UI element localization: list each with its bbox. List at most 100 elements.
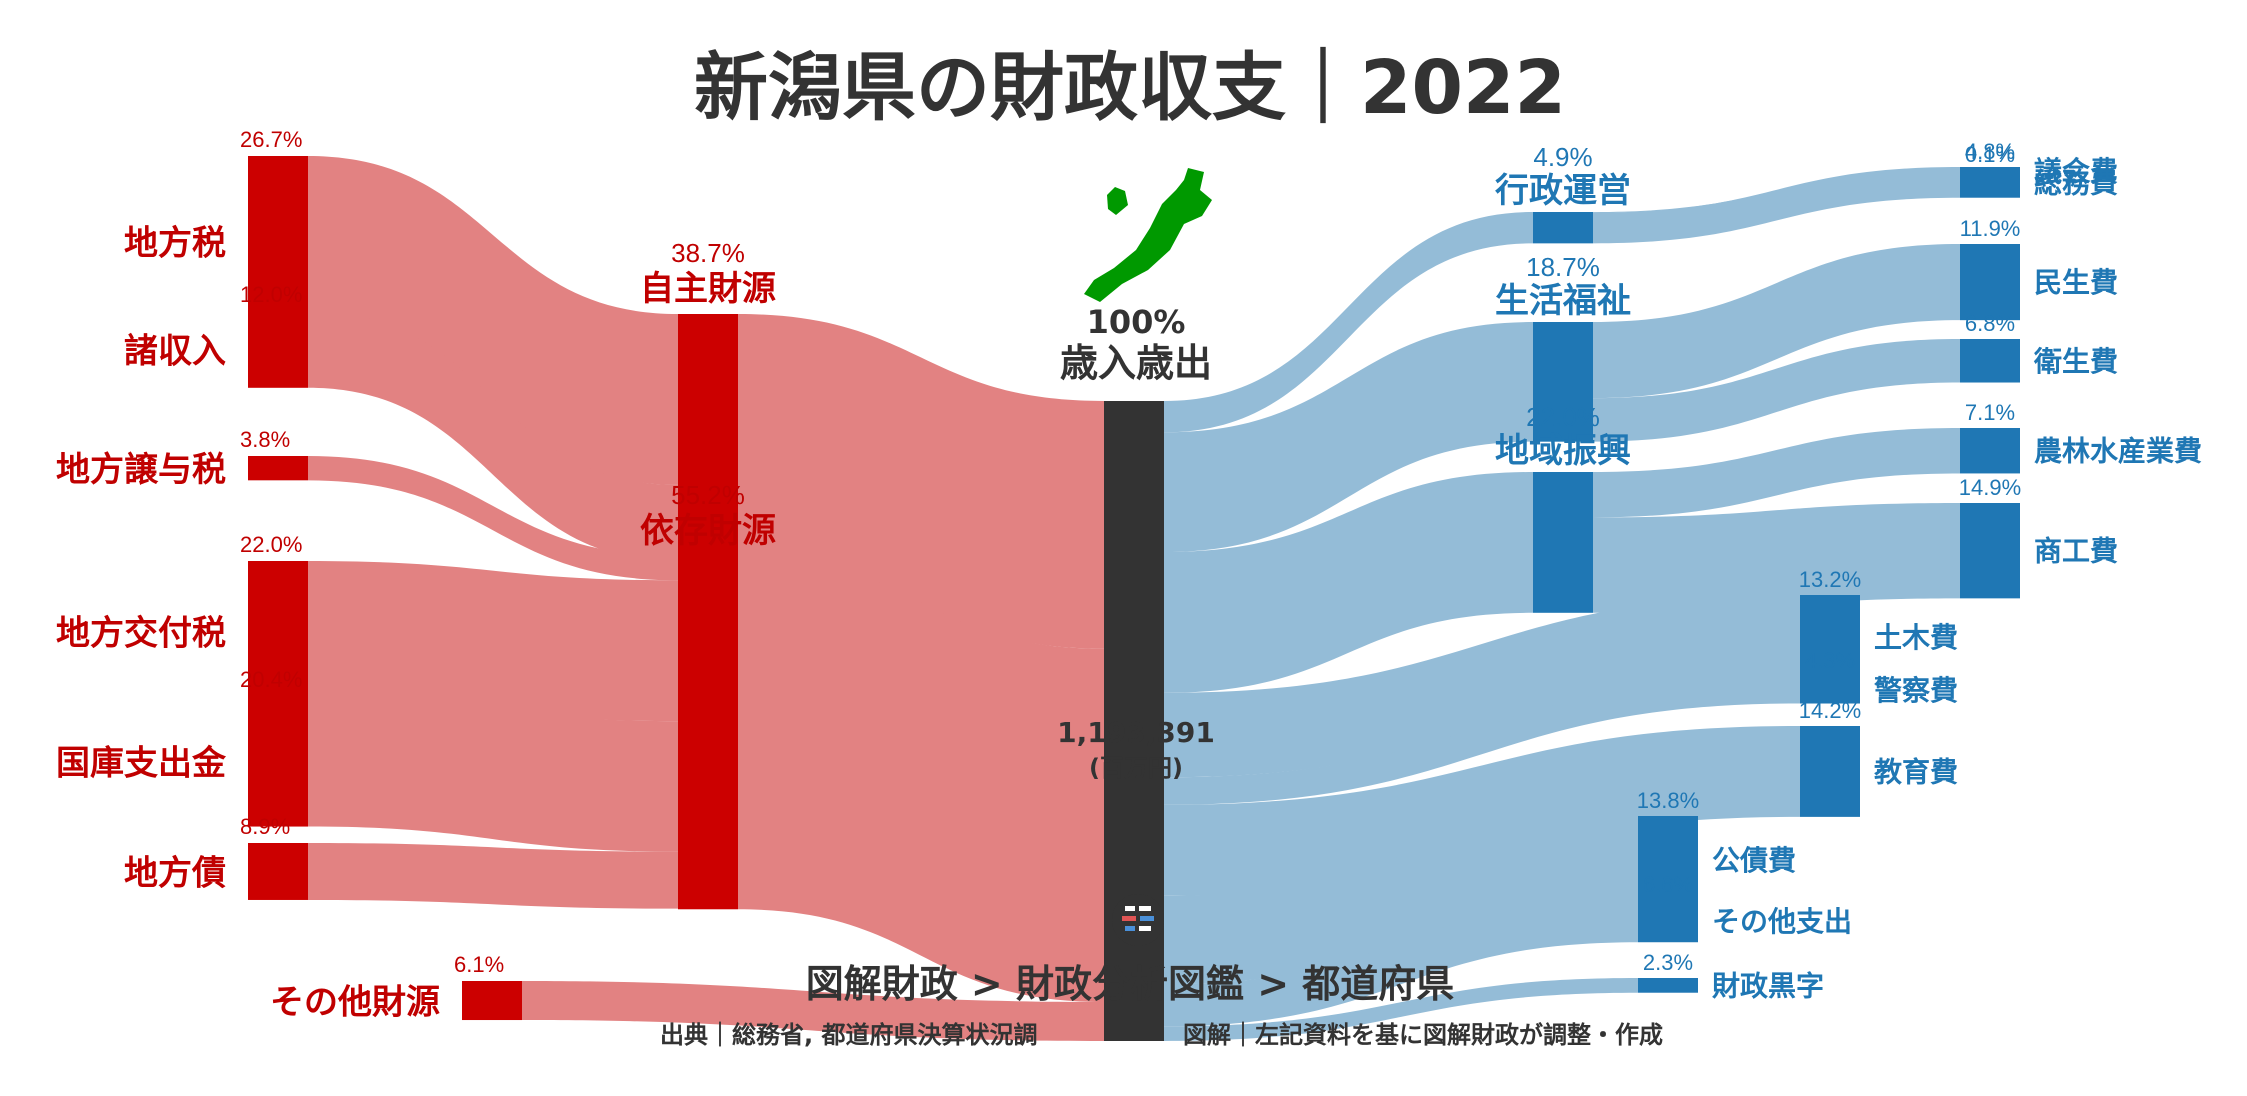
source-percent-e8abb8e58f8ee585a5: 12.0% [240,282,302,307]
exp-label-e585ace582b5e8b2bb: 公債費 [1712,844,1796,877]
flow-e69599e882b2e8b2bb [1164,726,1800,896]
niigata-map-icon [1084,168,1212,302]
exp-percent-e8ada6e5af9fe8b2bb: 4.3% [1805,648,1855,673]
flow-e59cb0e696b9e8adb2e4b88e [308,456,678,581]
exp-group-node-e8a18ce694bfe9818be596b6 [1533,212,1593,244]
exp-group-percent-e59cb0e59f9fe68cafe88888: 22.0% [1526,402,1600,432]
source-node-e59cb0e696b9e582b5 [248,843,308,900]
exp-percent-e8b2a1e694bfe9bb92e5ad97: 2.3% [1643,950,1693,975]
exp-group-label-e8a18ce694bfe9818be596b6: 行政運営 [1495,171,1631,211]
exp-node-e8ada6e5af9fe8b2bb [1800,676,1860,704]
source-node-e59cb0e696b9e8adb2e4b88e [248,456,308,481]
footer-source: 出典｜総務省, 都道府県決算状況調 [660,1021,1037,1049]
flow-group-e7949fe6b4bbe7a68fe7a589 [1164,322,1533,553]
source-percent-e59cb0e696b9e4baa4e4bb98: 22.0% [240,532,302,557]
flow-e59586e5b7a5e8b2bb [1593,503,1960,613]
flow-e8beb2e69e97e6b0b4e794a3 [1593,428,1960,518]
flow-e59c9fe69ca8e8b2bb [1164,595,1800,778]
total-value: 1,193,391 [1057,716,1215,749]
exp-label-e7b78fe58b99e8b2bb: 総務費 [2034,166,2118,199]
exp-label-e59c9fe69ca8e8b2bb: 土木費 [1874,621,1958,654]
flows-layer [308,156,1960,1041]
flow-group-e8a18ce694bfe9818be596b6 [1164,212,1533,433]
source-node-e59cb0e696b9e7a88e [248,156,308,327]
exp-group-node-e59cb0e59f9fe68cafe88888 [1533,472,1593,613]
exp-label-e69599e882b2e8b2bb: 教育費 [1874,755,1958,788]
footer-breadcrumb: 図解財政 > 財政分析図鑑 > 都道府県 [806,962,1455,1006]
source-percent-e59cb0e696b9e582b5: 8.9% [240,814,290,839]
exp-node-e59586e5b7a5e8b2bb [1960,503,2020,599]
exp-label-e8ada6e5af9fe8b2bb: 警察費 [1874,674,1958,707]
exp-node-e59c9fe69ca8e8b2bb [1800,595,1860,680]
source-label-e59cb0e696b9e4baa4e4bb98: 地方交付税 [56,613,226,653]
group-percent-e4be9de5ad98e8b2a1e6ba90: 55.2% [671,480,745,510]
exp-percent-e3819de381aee4bb96e694af: 6.6% [1643,872,1693,897]
exp-group-percent-e8a18ce694bfe9818be596b6: 4.9% [1533,142,1592,172]
footer-credit: 図解｜左記資料を基に図解財政が調整・作成 [1183,1021,1663,1049]
exp-percent-e59c9fe69ca8e8b2bb: 13.2% [1799,567,1861,592]
exp-node-e585ace582b5e8b2bb [1638,816,1698,905]
source-percent-e59cb0e696b9e7a88e: 26.7% [240,127,302,152]
center-percent: 100% [1087,303,1186,341]
source-percent-e3819de381aee4bb96e8b2a1: 6.1% [454,952,504,977]
group-node-e4be9de5ad98e8b2a1e6ba90 [678,556,738,910]
exp-percent-e8adb0e4bc9ae8b2bb: 0.1% [1965,142,2015,167]
source-node-e59cb0e696b9e4baa4e4bb98 [248,561,308,702]
exp-percent-e8beb2e69e97e6b0b4e794a3: 7.1% [1965,400,2015,425]
exp-label-e8a19be7949fe8b2bb: 衛生費 [2033,345,2118,378]
exp-node-e7b78fe58b99e8b2bb [1960,167,2020,198]
group-node-e887aae4b8bbe8b2a1e6ba90 [678,314,738,562]
flow-e7b78fe58b99e8b2bb [1593,167,1960,244]
source-percent-e59bbde5baabe694afe587ba: 20.4% [240,667,302,692]
source-label-e59bbde5baabe694afe587ba: 国庫支出金 [56,743,227,783]
source-label-e59cb0e696b9e582b5: 地方債 [124,853,226,893]
exp-group-percent-e7949fe6b4bbe7a68fe7a589: 18.7% [1526,252,1600,282]
flow-e8a19be7949fe8b2bb [1593,339,1960,442]
exp-percent-e7b78fe58b99e8b2bb: 4.8% [1965,139,2015,164]
flow-e585ace582b5e8b2bb [1164,816,1638,985]
group-label-e887aae4b8bbe8b2a1e6ba90: 自主財源 [640,269,776,309]
center-label: 歳入歳出 [1060,341,1212,385]
exp-percent-e69599e882b2e8b2bb: 14.2% [1799,698,1861,723]
flow-e59bbde5baabe694afe587ba [308,696,678,852]
zukai-zaisei-logo-icon [1112,894,1164,946]
exp-label-e6b091e7949fe8b2bb: 民生費 [2034,266,2118,299]
source-label-e8abb8e58f8ee585a5: 諸収入 [124,331,226,371]
exp-node-e8b2a1e694bfe9bb92e5ad97 [1638,978,1698,993]
exp-percent-e8a19be7949fe8b2bb: 6.8% [1965,311,2015,336]
flow-group-e59cb0e59f9fe68cafe88888 [1164,472,1533,693]
exp-node-e8a19be7949fe8b2bb [1960,339,2020,383]
chart-title: 新潟県の財政収支｜2022 [694,45,1566,131]
exp-group-label-e59cb0e59f9fe68cafe88888: 地域振興 [1495,431,1631,471]
exp-percent-e585ace582b5e8b2bb: 13.8% [1637,788,1699,813]
flow-e59cb0e696b9e7a88e [308,156,678,485]
exp-node-e3819de381aee4bb96e694af [1638,900,1698,943]
flow-e59cb0e696b9e4baa4e4bb98 [308,561,678,722]
group-label-e4be9de5ad98e8b2a1e6ba90: 依存財源 [640,511,776,551]
exp-group-node-e7949fe6b4bbe7a68fe7a589 [1533,322,1593,442]
flow-e8b2a1e694bfe9bb92e5ad97 [1164,978,1638,1041]
flow-group-e887aae4b8bbe8b2a1e6ba90 [738,314,1104,649]
flow-e59cb0e696b9e582b5 [308,843,678,909]
exp-node-e6b091e7949fe8b2bb [1960,244,2020,321]
exp-label-e3819de381aee4bb96e694af: その他支出 [1712,905,1852,938]
exp-label-e8b2a1e694bfe9bb92e5ad97: 財政黒字 [1712,969,1824,1002]
source-label-e59cb0e696b9e7a88e: 地方税 [124,223,226,263]
flow-e3819de381aee4bb96e8b2a1 [522,981,1104,1041]
group-percent-e887aae4b8bbe8b2a1e6ba90: 38.7% [671,238,745,268]
exp-group-label-e7949fe6b4bbe7a68fe7a589: 生活福祉 [1495,281,1631,321]
flow-e8abb8e58f8ee585a5 [308,311,678,562]
exp-node-e8beb2e69e97e6b0b4e794a3 [1960,428,2020,474]
flow-e3819de381aee4bb96e694af [1164,900,1638,1027]
source-node-e59bbde5baabe694afe587ba [248,696,308,827]
flow-e6b091e7949fe8b2bb [1593,244,1960,399]
source-label-e59cb0e696b9e8adb2e4b88e: 地方譲与税 [56,450,226,490]
total-unit: (百万円) [1089,754,1183,782]
flow-group-e4be9de5ad98e8b2a1e6ba90 [738,556,1104,1002]
source-percent-e59cb0e696b9e8adb2e4b88e: 3.8% [240,427,290,452]
exp-node-e69599e882b2e8b2bb [1800,726,1860,817]
source-label-e3819de381aee4bb96e8b2a1: その他財源 [270,983,440,1023]
exp-percent-e59586e5b7a5e8b2bb: 14.9% [1959,475,2021,500]
exp-label-e8beb2e69e97e6b0b4e794a3: 農林水産業費 [2034,435,2202,468]
flow-e8ada6e5af9fe8b2bb [1164,676,1800,805]
